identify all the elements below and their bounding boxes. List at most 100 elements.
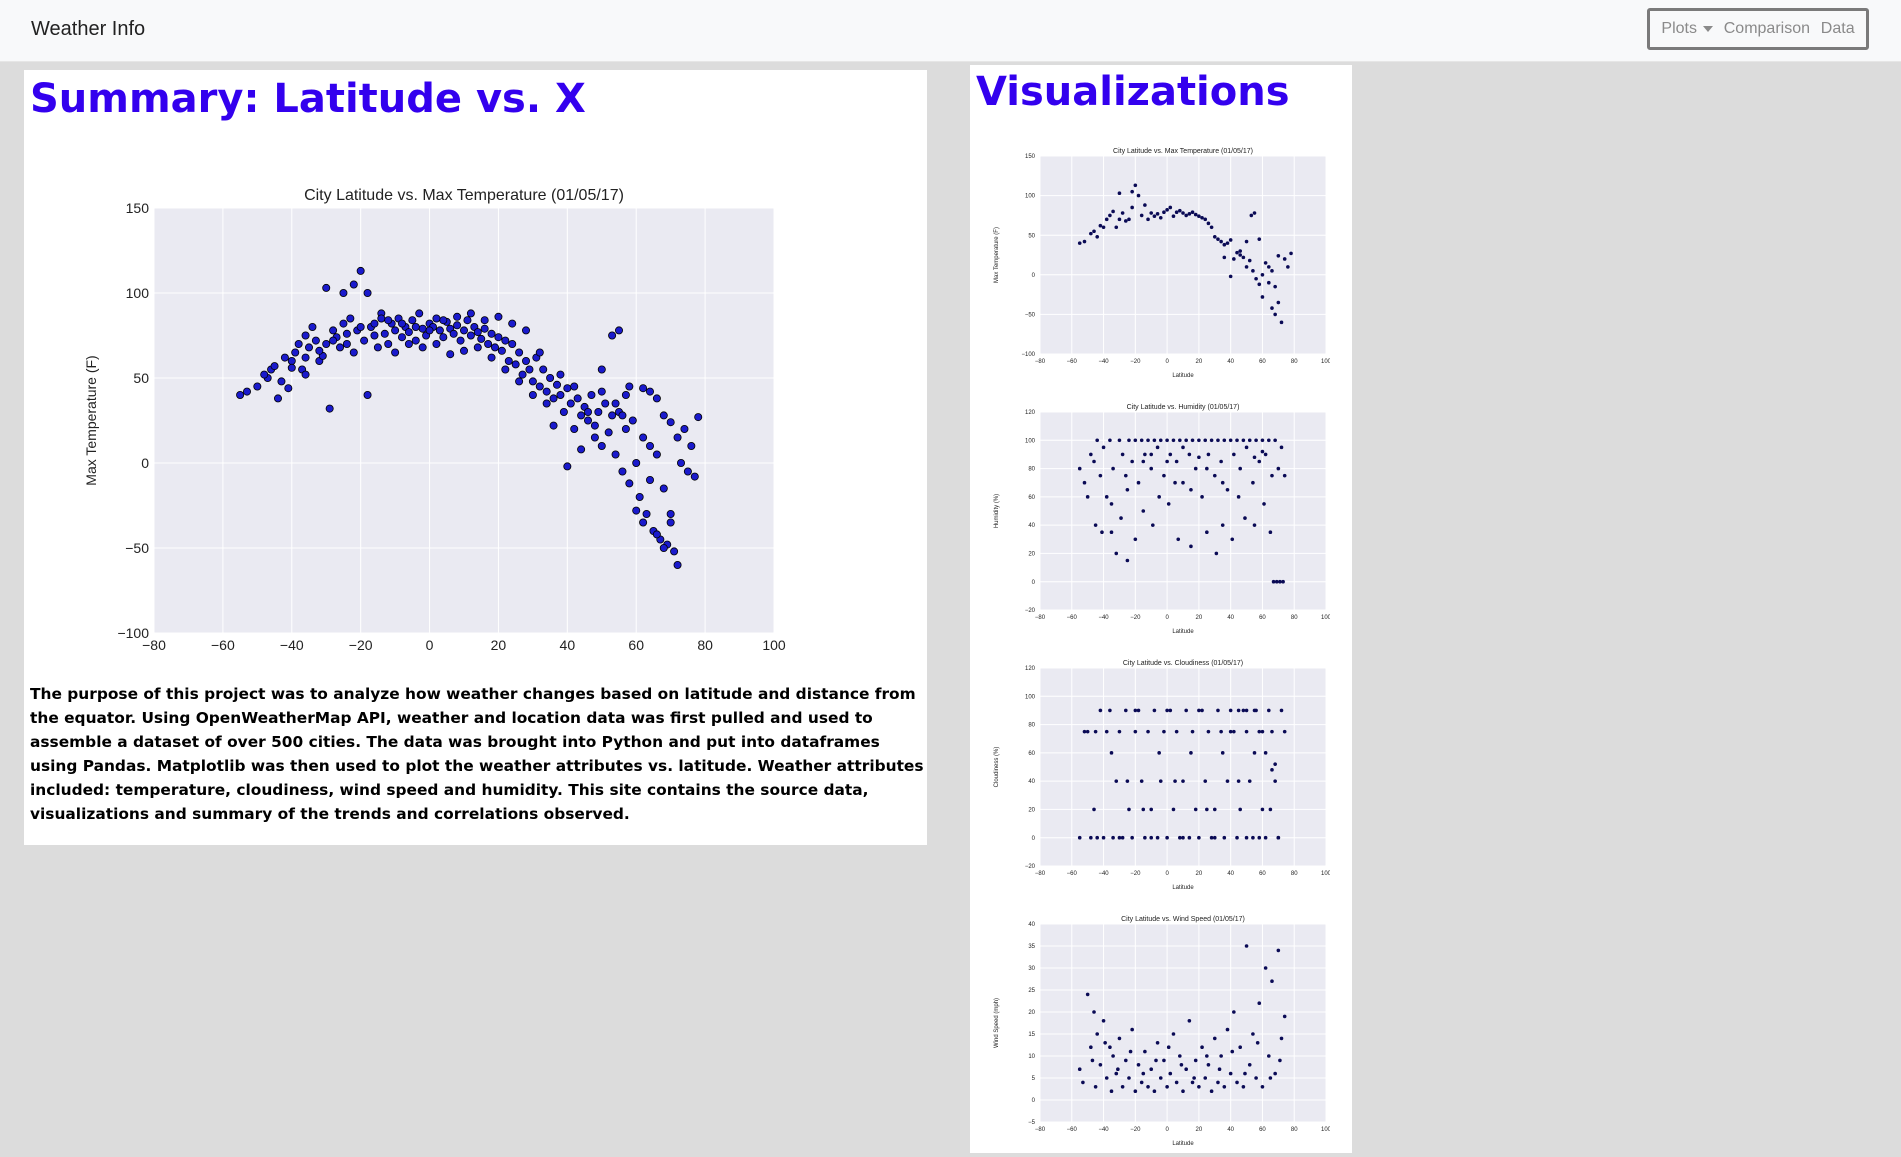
data-point — [404, 339, 413, 348]
y-tick-label: 150 — [126, 200, 150, 216]
data-point — [1251, 480, 1255, 485]
data-point — [1219, 239, 1223, 244]
data-point — [1189, 544, 1193, 549]
data-point — [1085, 992, 1090, 997]
data-point — [1230, 537, 1235, 542]
data-point — [566, 399, 575, 408]
data-point — [1101, 225, 1106, 230]
data-point — [1168, 452, 1173, 457]
x-tick-label: −60 — [1067, 1127, 1078, 1133]
data-point — [1095, 835, 1099, 840]
data-point — [1133, 729, 1138, 734]
data-point — [1243, 1071, 1247, 1076]
data-point — [1146, 729, 1150, 734]
data-point — [1200, 708, 1204, 713]
data-point — [1206, 729, 1211, 734]
data-point — [1127, 217, 1131, 222]
x-tick-label: 60 — [628, 637, 644, 653]
data-point — [625, 479, 634, 488]
data-point — [1267, 1054, 1271, 1058]
data-point — [397, 333, 406, 342]
data-point — [370, 331, 379, 340]
chart-title: City Latitude vs. Cloudiness (01/05/17) — [1123, 660, 1243, 667]
data-point — [1119, 516, 1123, 520]
data-point — [1222, 242, 1227, 247]
data-point — [639, 433, 648, 442]
data-point — [1241, 438, 1246, 443]
data-point — [490, 343, 499, 352]
data-point — [1200, 495, 1204, 499]
x-tick-label: 20 — [1196, 1127, 1203, 1133]
data-point — [1124, 1058, 1128, 1063]
thumb-wind-chart[interactable]: −80 −60 −40 −20 0 20 40 60 80 100 −5 0 5 10 15 20 25 30 35… — [990, 906, 1330, 1146]
data-point — [1139, 779, 1144, 783]
data-point — [1205, 1054, 1209, 1058]
data-point — [280, 353, 289, 362]
nav-comparison-link[interactable]: Comparison — [1723, 20, 1811, 37]
data-point — [1255, 1041, 1260, 1045]
x-tick-label: 80 — [1291, 359, 1298, 365]
data-point — [1095, 438, 1099, 443]
thumb-cloudiness-chart[interactable]: −80 −60 −40 −20 0 20 40 60 80 100 −20 0 20 40 60 80 100 1… — [990, 650, 1330, 890]
data-point — [1220, 480, 1225, 485]
data-point — [1193, 212, 1198, 217]
data-point — [1236, 779, 1241, 783]
data-point — [1279, 445, 1284, 450]
thumb-temperature-chart[interactable]: −80 −60 −40 −20 0 20 40 60 80 100 −100 −50 0 50 100 150… — [990, 138, 1330, 378]
brand-title[interactable]: Weather Info — [31, 18, 146, 40]
data-point — [1235, 1080, 1239, 1085]
data-point — [1216, 438, 1220, 443]
data-point — [480, 316, 489, 325]
data-point — [1205, 807, 1209, 812]
data-point — [1257, 282, 1262, 287]
data-point — [1205, 530, 1209, 535]
data-point — [1249, 213, 1254, 218]
data-point — [339, 319, 348, 328]
data-point — [1089, 231, 1093, 236]
data-point — [449, 329, 458, 338]
data-point — [1152, 438, 1157, 443]
data-point — [1109, 751, 1114, 755]
y-tick-label: 0 — [1032, 273, 1036, 279]
x-tick-label: 60 — [1259, 1127, 1266, 1133]
data-point — [1100, 530, 1104, 535]
plot-area — [1040, 412, 1326, 610]
data-point — [1141, 1071, 1146, 1076]
nav-plots-dropdown[interactable]: Plots — [1661, 20, 1713, 38]
x-tick-label: 40 — [1227, 615, 1234, 621]
data-point — [1090, 1058, 1095, 1063]
data-point — [1222, 835, 1227, 840]
data-point — [666, 418, 675, 427]
data-point — [1154, 1058, 1158, 1063]
data-point — [1152, 1089, 1157, 1093]
data-point — [1279, 320, 1284, 325]
data-point — [380, 329, 389, 338]
data-point — [1085, 495, 1090, 499]
data-point — [1095, 234, 1099, 239]
data-point — [573, 394, 582, 403]
data-point — [1111, 209, 1115, 214]
x-tick-label: −20 — [349, 637, 373, 653]
data-point — [1171, 214, 1176, 218]
data-point — [1139, 1080, 1144, 1085]
data-point — [453, 312, 462, 321]
data-point — [1244, 835, 1249, 840]
thumb-humidity-chart[interactable]: −80 −60 −40 −20 0 20 40 60 80 100 −20 0 20 40 60 80 100 1… — [990, 394, 1330, 634]
data-point — [1114, 1071, 1119, 1076]
data-point — [1165, 708, 1169, 713]
data-point — [1222, 438, 1227, 443]
data-point — [1276, 300, 1281, 305]
data-point — [1173, 480, 1177, 485]
data-point — [615, 326, 624, 335]
data-point — [370, 319, 379, 328]
data-point — [1197, 835, 1201, 840]
data-point — [1278, 579, 1282, 584]
data-point — [670, 547, 679, 556]
data-point — [508, 339, 517, 348]
data-point — [1146, 217, 1150, 222]
x-tick-label: 100 — [762, 637, 786, 653]
data-point — [1158, 438, 1163, 443]
data-point — [1181, 1089, 1185, 1093]
nav-data-link[interactable]: Data — [1820, 20, 1855, 37]
data-point — [1203, 1076, 1208, 1080]
